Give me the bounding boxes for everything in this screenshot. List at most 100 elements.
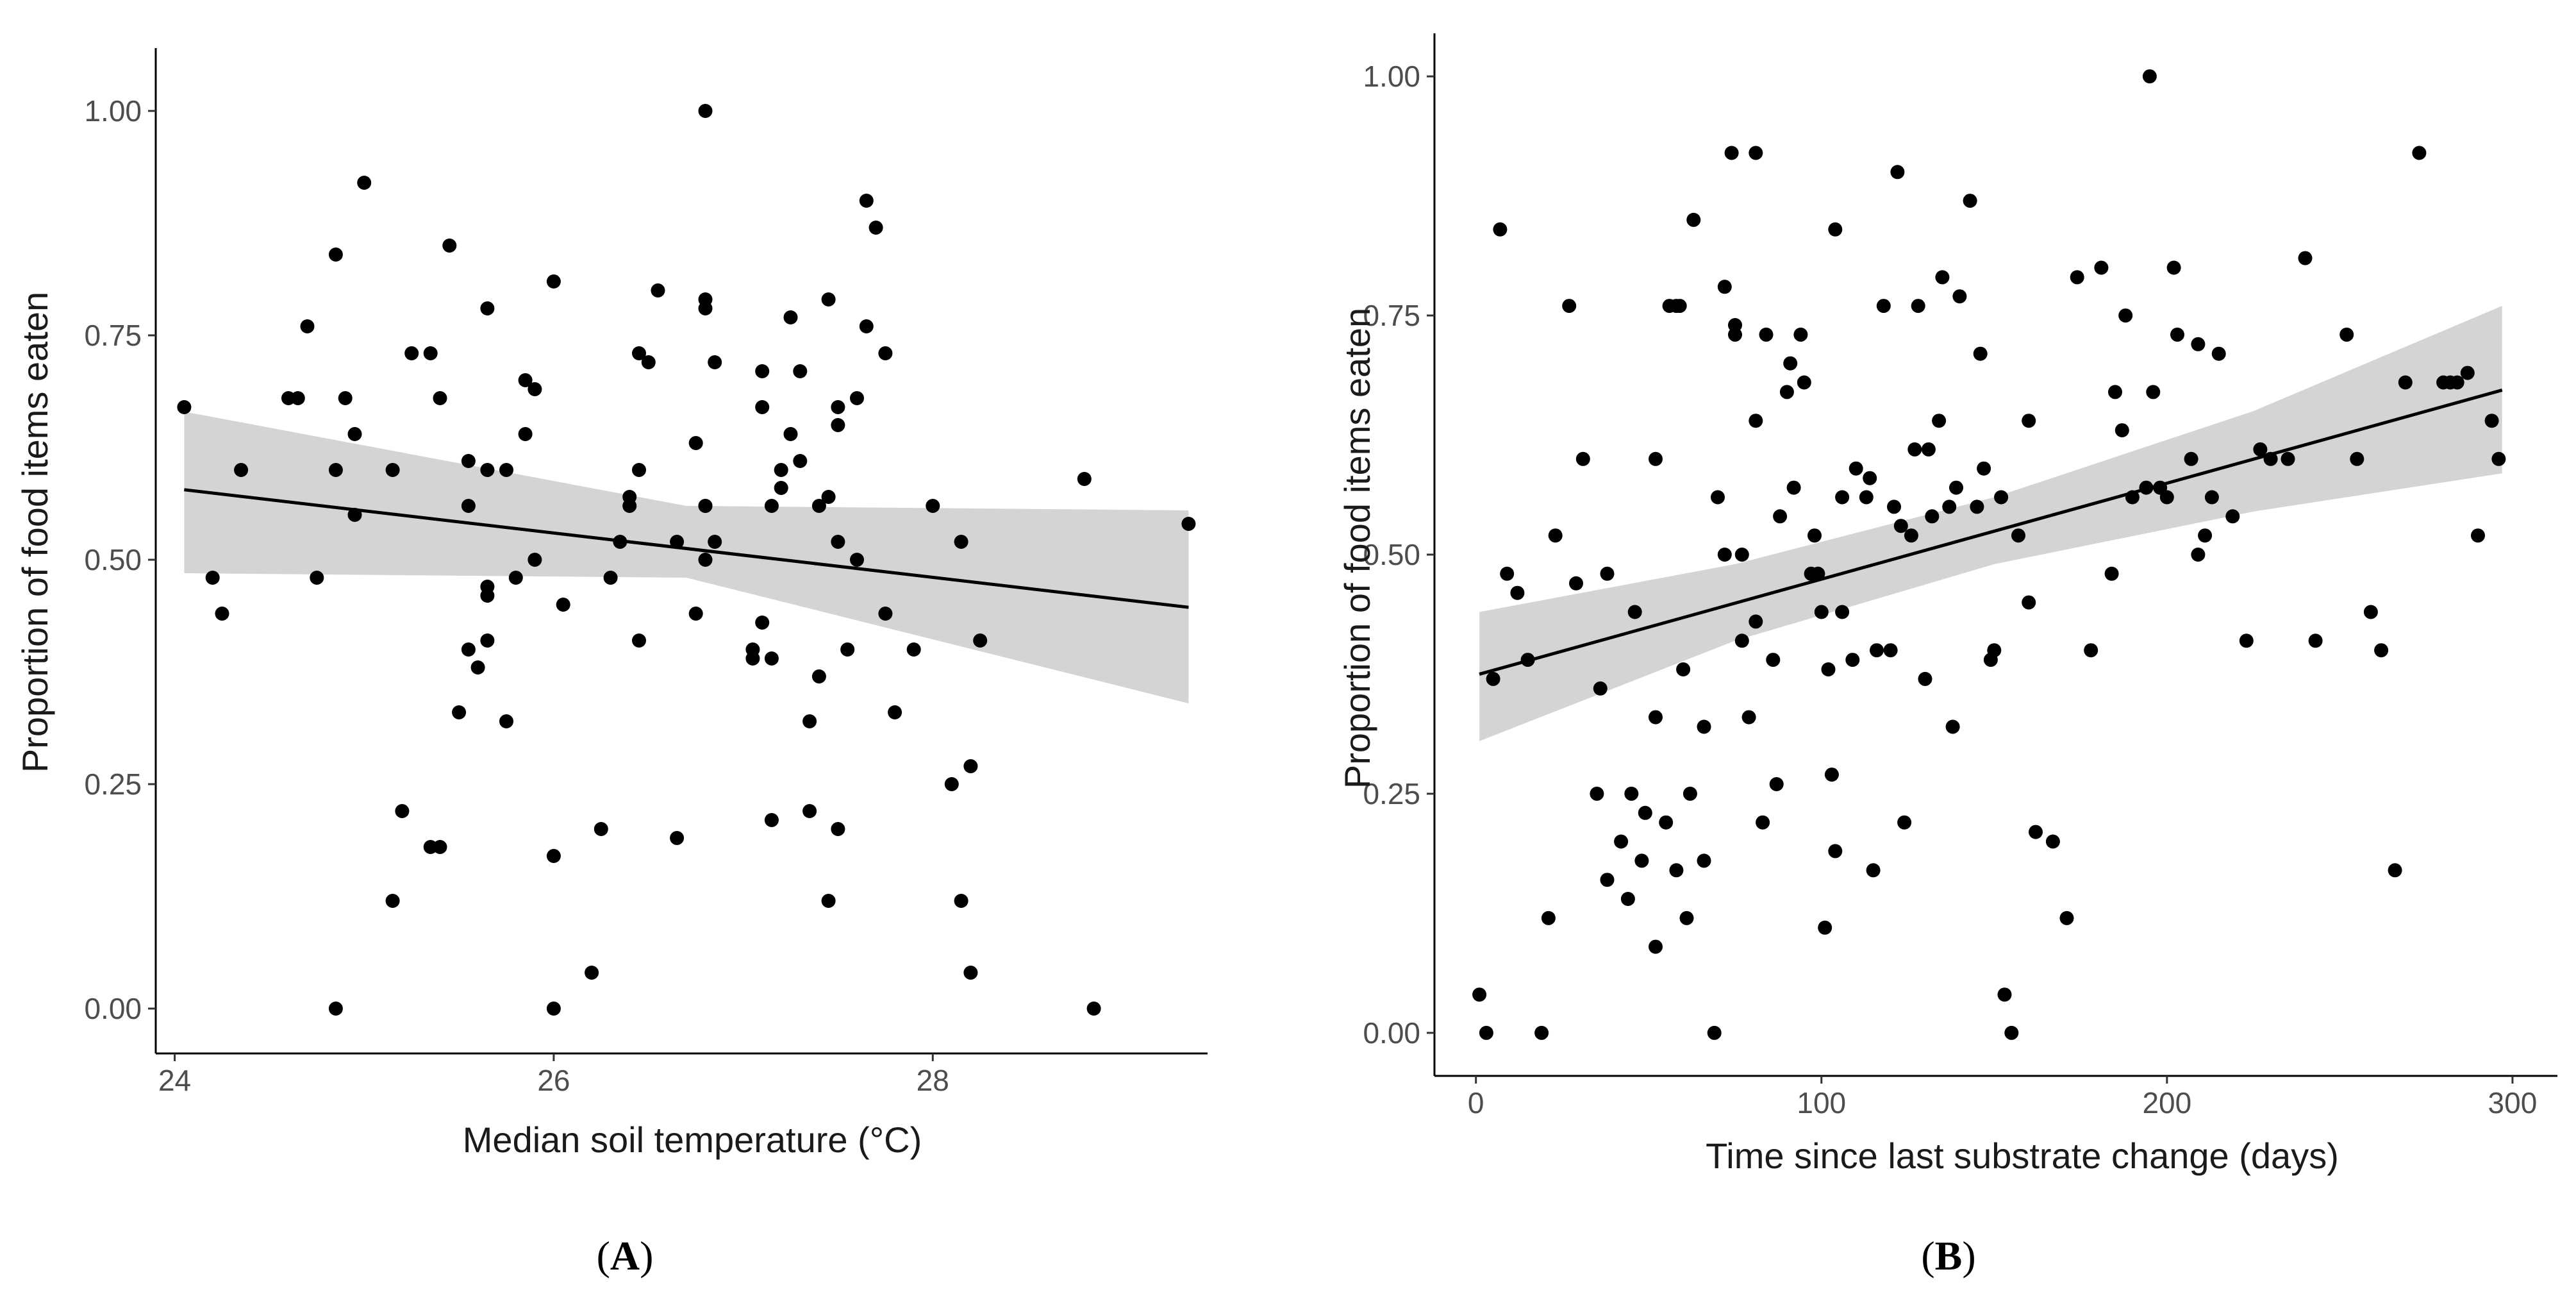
panel-b-data-point: [1541, 910, 1556, 925]
panel-b-data-point: [2460, 365, 2475, 380]
panel-a-data-point: [859, 319, 874, 333]
panel-b-data-point: [1973, 346, 1988, 361]
panel-a-data-point: [622, 490, 637, 504]
panel-b-data-point: [2239, 633, 2254, 648]
panel-b-data-point: [1890, 165, 1905, 180]
panel-b-data-point: [1925, 509, 1940, 524]
panel-a-y-axis-title: Proportion of food items eaten: [15, 292, 55, 773]
panel-a-data-point: [442, 239, 457, 253]
panel-a-data-point: [585, 966, 599, 980]
panel-b-caption: (B): [1921, 1233, 1975, 1279]
panel-a-x-tick-label: 28: [917, 1064, 949, 1097]
panel-a-data-point: [698, 499, 713, 513]
panel-a-data-point: [878, 346, 893, 360]
panel-b-data-point: [1649, 451, 1663, 466]
panel-b-data-point: [1600, 566, 1615, 581]
panel-b-data-point: [1569, 576, 1583, 591]
panel-b-data-point: [1821, 662, 1836, 676]
panel-b-data-point: [2070, 270, 2084, 285]
panel-b-data-point: [1904, 528, 1918, 543]
panel-b-data-point: [1766, 653, 1781, 667]
panel-a-data-point: [670, 831, 685, 845]
panel-b-data-point: [1659, 815, 1674, 830]
panel-a-data-point: [470, 660, 485, 675]
panel-a-data-point: [831, 418, 845, 432]
panel-a-caption: (A): [597, 1233, 654, 1279]
panel-b-data-point: [1717, 548, 1732, 562]
panel-a-data-point: [404, 346, 419, 360]
panel-b-data-point: [2094, 260, 2109, 275]
panel-b-data-point: [1634, 853, 1649, 868]
panel-a-confidence-band: [184, 412, 1189, 703]
panel-a-data-point: [670, 535, 685, 549]
panel-a-data-point: [480, 463, 495, 477]
panel-b-data-point: [1835, 605, 1850, 619]
panel-b-data-point: [2388, 863, 2402, 878]
panel-a-data-point: [347, 508, 362, 522]
panel-b-data-point: [2412, 146, 2427, 160]
panel-b-data-point: [2339, 327, 2354, 342]
panel-a-data-point: [821, 292, 836, 306]
panel-a-data-point: [603, 571, 618, 585]
panel-b-data-point: [1783, 356, 1798, 371]
panel-b-data-point: [1907, 442, 1922, 457]
panel-b-y-tick-label: 0.25: [1363, 777, 1420, 810]
panel-b-data-point: [2059, 910, 2074, 925]
panel-a-data-point: [461, 642, 476, 657]
panel-a-data-point: [764, 499, 779, 513]
panel-b-data-point: [2045, 834, 2060, 849]
panel-b-data-point: [1749, 614, 1763, 629]
panel-b-data-point: [2146, 385, 2161, 399]
panel-b-data-point: [2125, 490, 2140, 505]
panel-b-data-point: [1562, 299, 1577, 314]
panel-b-x-tick-label: 200: [2142, 1086, 2191, 1119]
panel-b-data-point: [1649, 939, 1663, 954]
panel-a: 0.00 0.25 0.50 0.75 1.00 24 26 28 Median soil t…: [15, 48, 1208, 1279]
panel-b-data-point: [1638, 805, 1652, 820]
panel-b-data-point: [1717, 280, 1732, 294]
panel-b-data-point: [1963, 194, 1977, 208]
panel-b-data-point: [1918, 671, 1932, 686]
panel-a-data-point: [385, 463, 400, 477]
panel-b-data-point: [2115, 423, 2129, 438]
panel-a-data-point: [205, 571, 220, 585]
panel-b-data-point: [1510, 585, 1525, 600]
panel-b-data-point: [2398, 375, 2413, 390]
panel-a-data-point: [878, 607, 893, 621]
panel-b-data-point: [1845, 653, 1860, 667]
panel-a-data-point: [954, 535, 968, 549]
panel-b-data-point: [1627, 605, 1642, 619]
panel-a-data-point: [802, 804, 817, 818]
panel-a-data-point: [480, 589, 495, 603]
panel-b-data-point: [2159, 490, 2174, 505]
panel-a-y-tick-label: 1.00: [84, 94, 142, 128]
panel-a-data-point: [944, 777, 959, 791]
panel-a-data-point: [954, 894, 968, 908]
panel-b-data-point: [1828, 222, 1843, 237]
panel-b-data-point: [2298, 251, 2313, 265]
panel-b-data-point: [2166, 260, 2181, 275]
panel-b-data-point: [1887, 499, 1901, 514]
panel-b-data-point: [1749, 414, 1763, 428]
panel-b-data-point: [1711, 490, 1725, 505]
panel-b-data-point: [1756, 815, 1770, 830]
panel-a-data-point: [755, 400, 770, 414]
panel-a-data-point: [328, 463, 343, 477]
panel-b-data-point: [1876, 299, 1891, 314]
panel-a-data-point: [613, 535, 627, 549]
panel-b-data-point: [1793, 327, 1808, 342]
panel-a-data-point: [888, 705, 902, 719]
panel-a-data-point: [811, 499, 826, 513]
panel-a-data-point: [764, 813, 779, 827]
panel-a-data-point: [518, 427, 533, 441]
panel-b-data-point: [2170, 327, 2184, 342]
panel-b-trend-layer: [1479, 389, 2503, 676]
panel-b-data-point: [1849, 461, 1863, 476]
panel-b-data-point: [2004, 1025, 2019, 1040]
panel-b-data-point: [1500, 566, 1515, 581]
panel-b-data-point: [1590, 786, 1604, 801]
panel-b-data-point: [1949, 480, 1963, 495]
panel-a-data-point: [783, 427, 798, 441]
panel-b-data-point: [1814, 605, 1829, 619]
